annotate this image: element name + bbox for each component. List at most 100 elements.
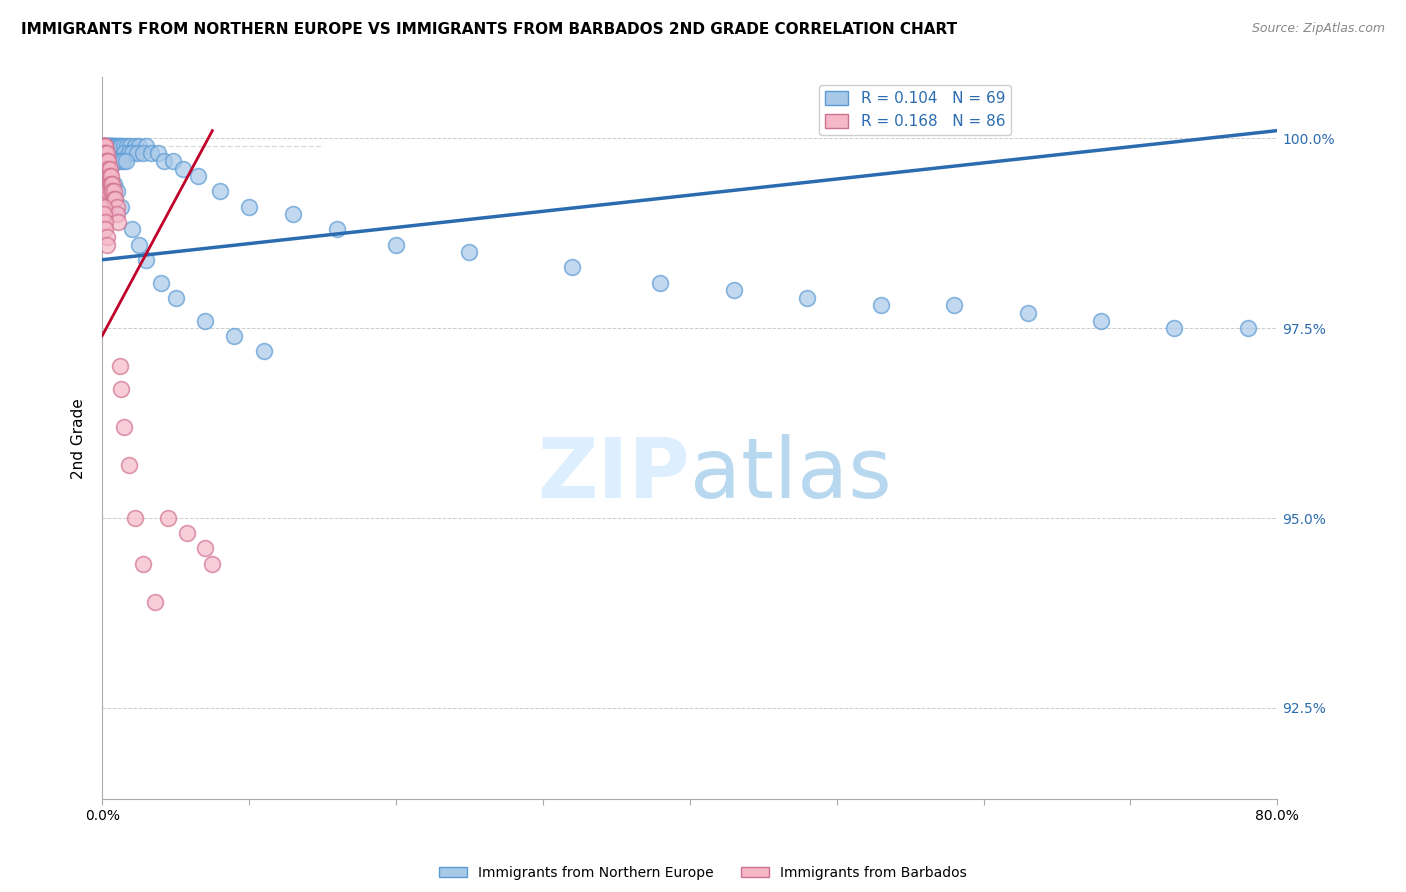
Point [94, 146, 117, 161]
Point [385, 237, 408, 252]
Point [96, 200, 118, 214]
Point [93, 192, 115, 206]
Point [132, 146, 155, 161]
Point [114, 153, 136, 168]
Point [94, 200, 117, 214]
Point [118, 458, 141, 472]
Point [650, 276, 672, 290]
Point [108, 138, 131, 153]
Point [105, 185, 128, 199]
Point [93, 192, 115, 206]
Point [108, 153, 131, 168]
Point [101, 177, 124, 191]
Point [93, 207, 115, 221]
Point [723, 283, 745, 297]
Point [93, 153, 115, 168]
Point [97, 138, 120, 153]
Point [93, 177, 115, 191]
Point [94, 146, 117, 161]
Point [127, 146, 149, 161]
Point [121, 222, 143, 236]
Point [96, 177, 118, 191]
Point [93, 153, 115, 168]
Point [94, 138, 117, 153]
Point [93, 138, 115, 153]
Point [124, 138, 146, 153]
Point [120, 138, 142, 153]
Point [96, 153, 118, 168]
Point [108, 359, 131, 373]
Point [93, 138, 115, 153]
Text: IMMIGRANTS FROM NORTHERN EUROPE VS IMMIGRANTS FROM BARBADOS 2ND GRADE CORRELATIO: IMMIGRANTS FROM NORTHERN EUROPE VS IMMIG… [21, 22, 957, 37]
Point [107, 138, 129, 153]
Point [1017, 306, 1039, 320]
Point [93, 161, 115, 176]
Point [176, 526, 198, 541]
Point [98, 169, 121, 184]
Point [100, 185, 122, 199]
Point [194, 313, 217, 327]
Point [96, 138, 118, 153]
Point [96, 138, 118, 153]
Point [93, 146, 115, 161]
Point [94, 185, 117, 199]
Point [112, 138, 135, 153]
Point [162, 153, 184, 168]
Text: atlas: atlas [690, 434, 891, 515]
Point [96, 192, 118, 206]
Point [97, 185, 120, 199]
Point [153, 153, 176, 168]
Point [100, 138, 122, 153]
Point [96, 237, 118, 252]
Point [94, 161, 117, 176]
Legend: Immigrants from Northern Europe, Immigrants from Barbados: Immigrants from Northern Europe, Immigra… [433, 860, 973, 885]
Point [93, 146, 115, 161]
Point [115, 138, 138, 153]
Point [96, 146, 118, 161]
Point [135, 138, 157, 153]
Point [93, 177, 115, 191]
Point [96, 169, 118, 184]
Point [93, 169, 115, 184]
Point [94, 169, 117, 184]
Point [93, 153, 115, 168]
Point [112, 420, 135, 434]
Point [104, 138, 127, 153]
Point [98, 177, 121, 191]
Point [100, 169, 122, 184]
Point [94, 161, 117, 176]
Point [105, 153, 128, 168]
Point [94, 177, 117, 191]
Point [1090, 313, 1112, 327]
Point [93, 200, 115, 214]
Point [112, 146, 135, 161]
Point [94, 169, 117, 184]
Point [101, 138, 124, 153]
Point [103, 177, 125, 191]
Point [157, 511, 180, 525]
Point [105, 207, 128, 221]
Y-axis label: 2nd Grade: 2nd Grade [72, 398, 86, 479]
Point [96, 185, 118, 199]
Point [201, 557, 224, 571]
Point [101, 185, 124, 199]
Point [93, 146, 115, 161]
Point [103, 138, 125, 153]
Point [561, 260, 583, 275]
Point [93, 138, 115, 153]
Point [97, 138, 120, 153]
Point [107, 215, 129, 229]
Point [143, 594, 166, 608]
Point [165, 291, 187, 305]
Point [94, 138, 117, 153]
Point [93, 185, 115, 199]
Point [943, 298, 966, 312]
Point [187, 169, 209, 184]
Point [98, 161, 121, 176]
Point [121, 146, 143, 161]
Point [103, 192, 125, 206]
Point [124, 511, 146, 525]
Point [283, 207, 305, 221]
Point [93, 185, 115, 199]
Point [96, 230, 118, 244]
